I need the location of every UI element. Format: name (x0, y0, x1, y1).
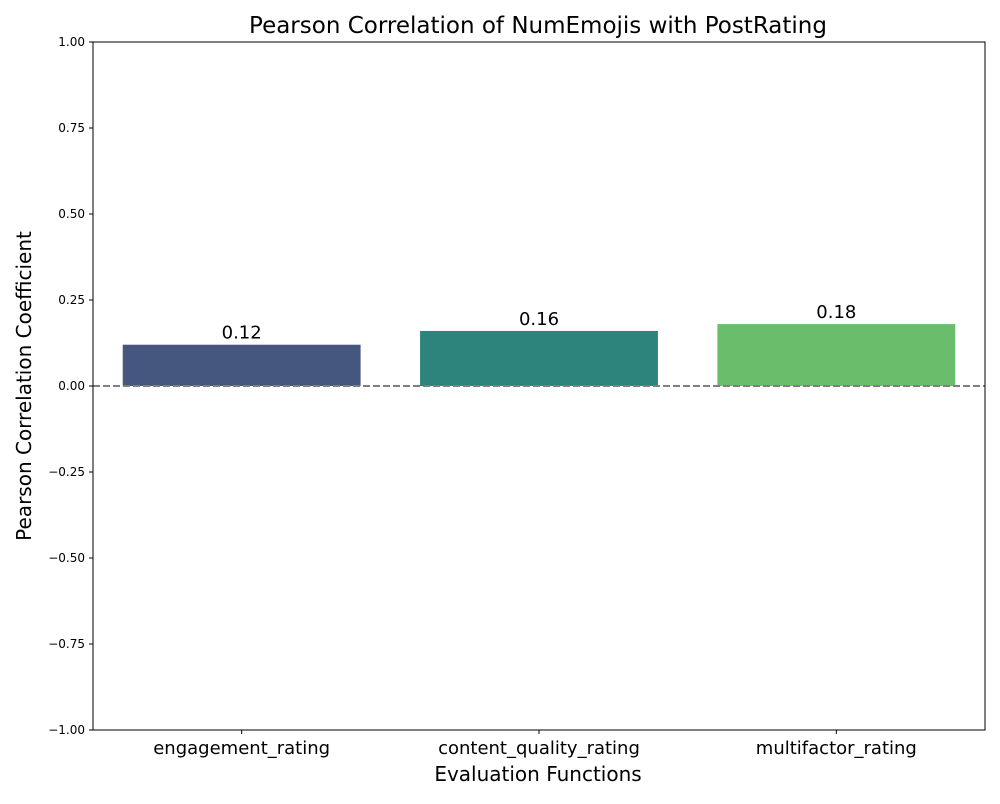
y-tick-label: −0.75 (48, 637, 85, 651)
value-label-multifactor_rating: 0.18 (816, 302, 856, 323)
y-tick-label: 0.50 (58, 207, 85, 221)
x-tick-label-multifactor_rating: multifactor_rating (756, 738, 917, 759)
y-axis-label: Pearson Correlation Coefficient (12, 231, 36, 541)
value-label-engagement_rating: 0.12 (222, 323, 262, 344)
x-axis-label: Evaluation Functions (434, 762, 641, 786)
y-tick-label: −0.50 (48, 551, 85, 565)
y-tick-label: −0.25 (48, 465, 85, 479)
y-tick-label: 0.00 (58, 379, 85, 393)
bar-engagement_rating (122, 344, 361, 386)
value-labels-layer: 0.12 0.16 0.18 (222, 302, 857, 344)
value-label-content_quality_rating: 0.16 (519, 309, 559, 330)
bar-multifactor_rating (717, 324, 956, 386)
y-tick-label: 1.00 (58, 35, 85, 49)
bar-content_quality_rating (420, 330, 658, 386)
y-tick-label: 0.75 (58, 121, 85, 135)
y-tick-label: −1.00 (48, 723, 85, 737)
axes-layer: −1.00 −0.75 −0.50 −0.25 0.00 0.25 0.50 0.75 1.00… (48, 35, 986, 759)
y-tick-label: 0.25 (58, 293, 85, 307)
chart-title: Pearson Correlation of NumEmojis with Po… (249, 13, 827, 39)
bars-layer (122, 324, 956, 386)
x-tick-label-content_quality_rating: content_quality_rating (438, 738, 640, 759)
x-tick-label-engagement_rating: engagement_rating (153, 738, 330, 759)
